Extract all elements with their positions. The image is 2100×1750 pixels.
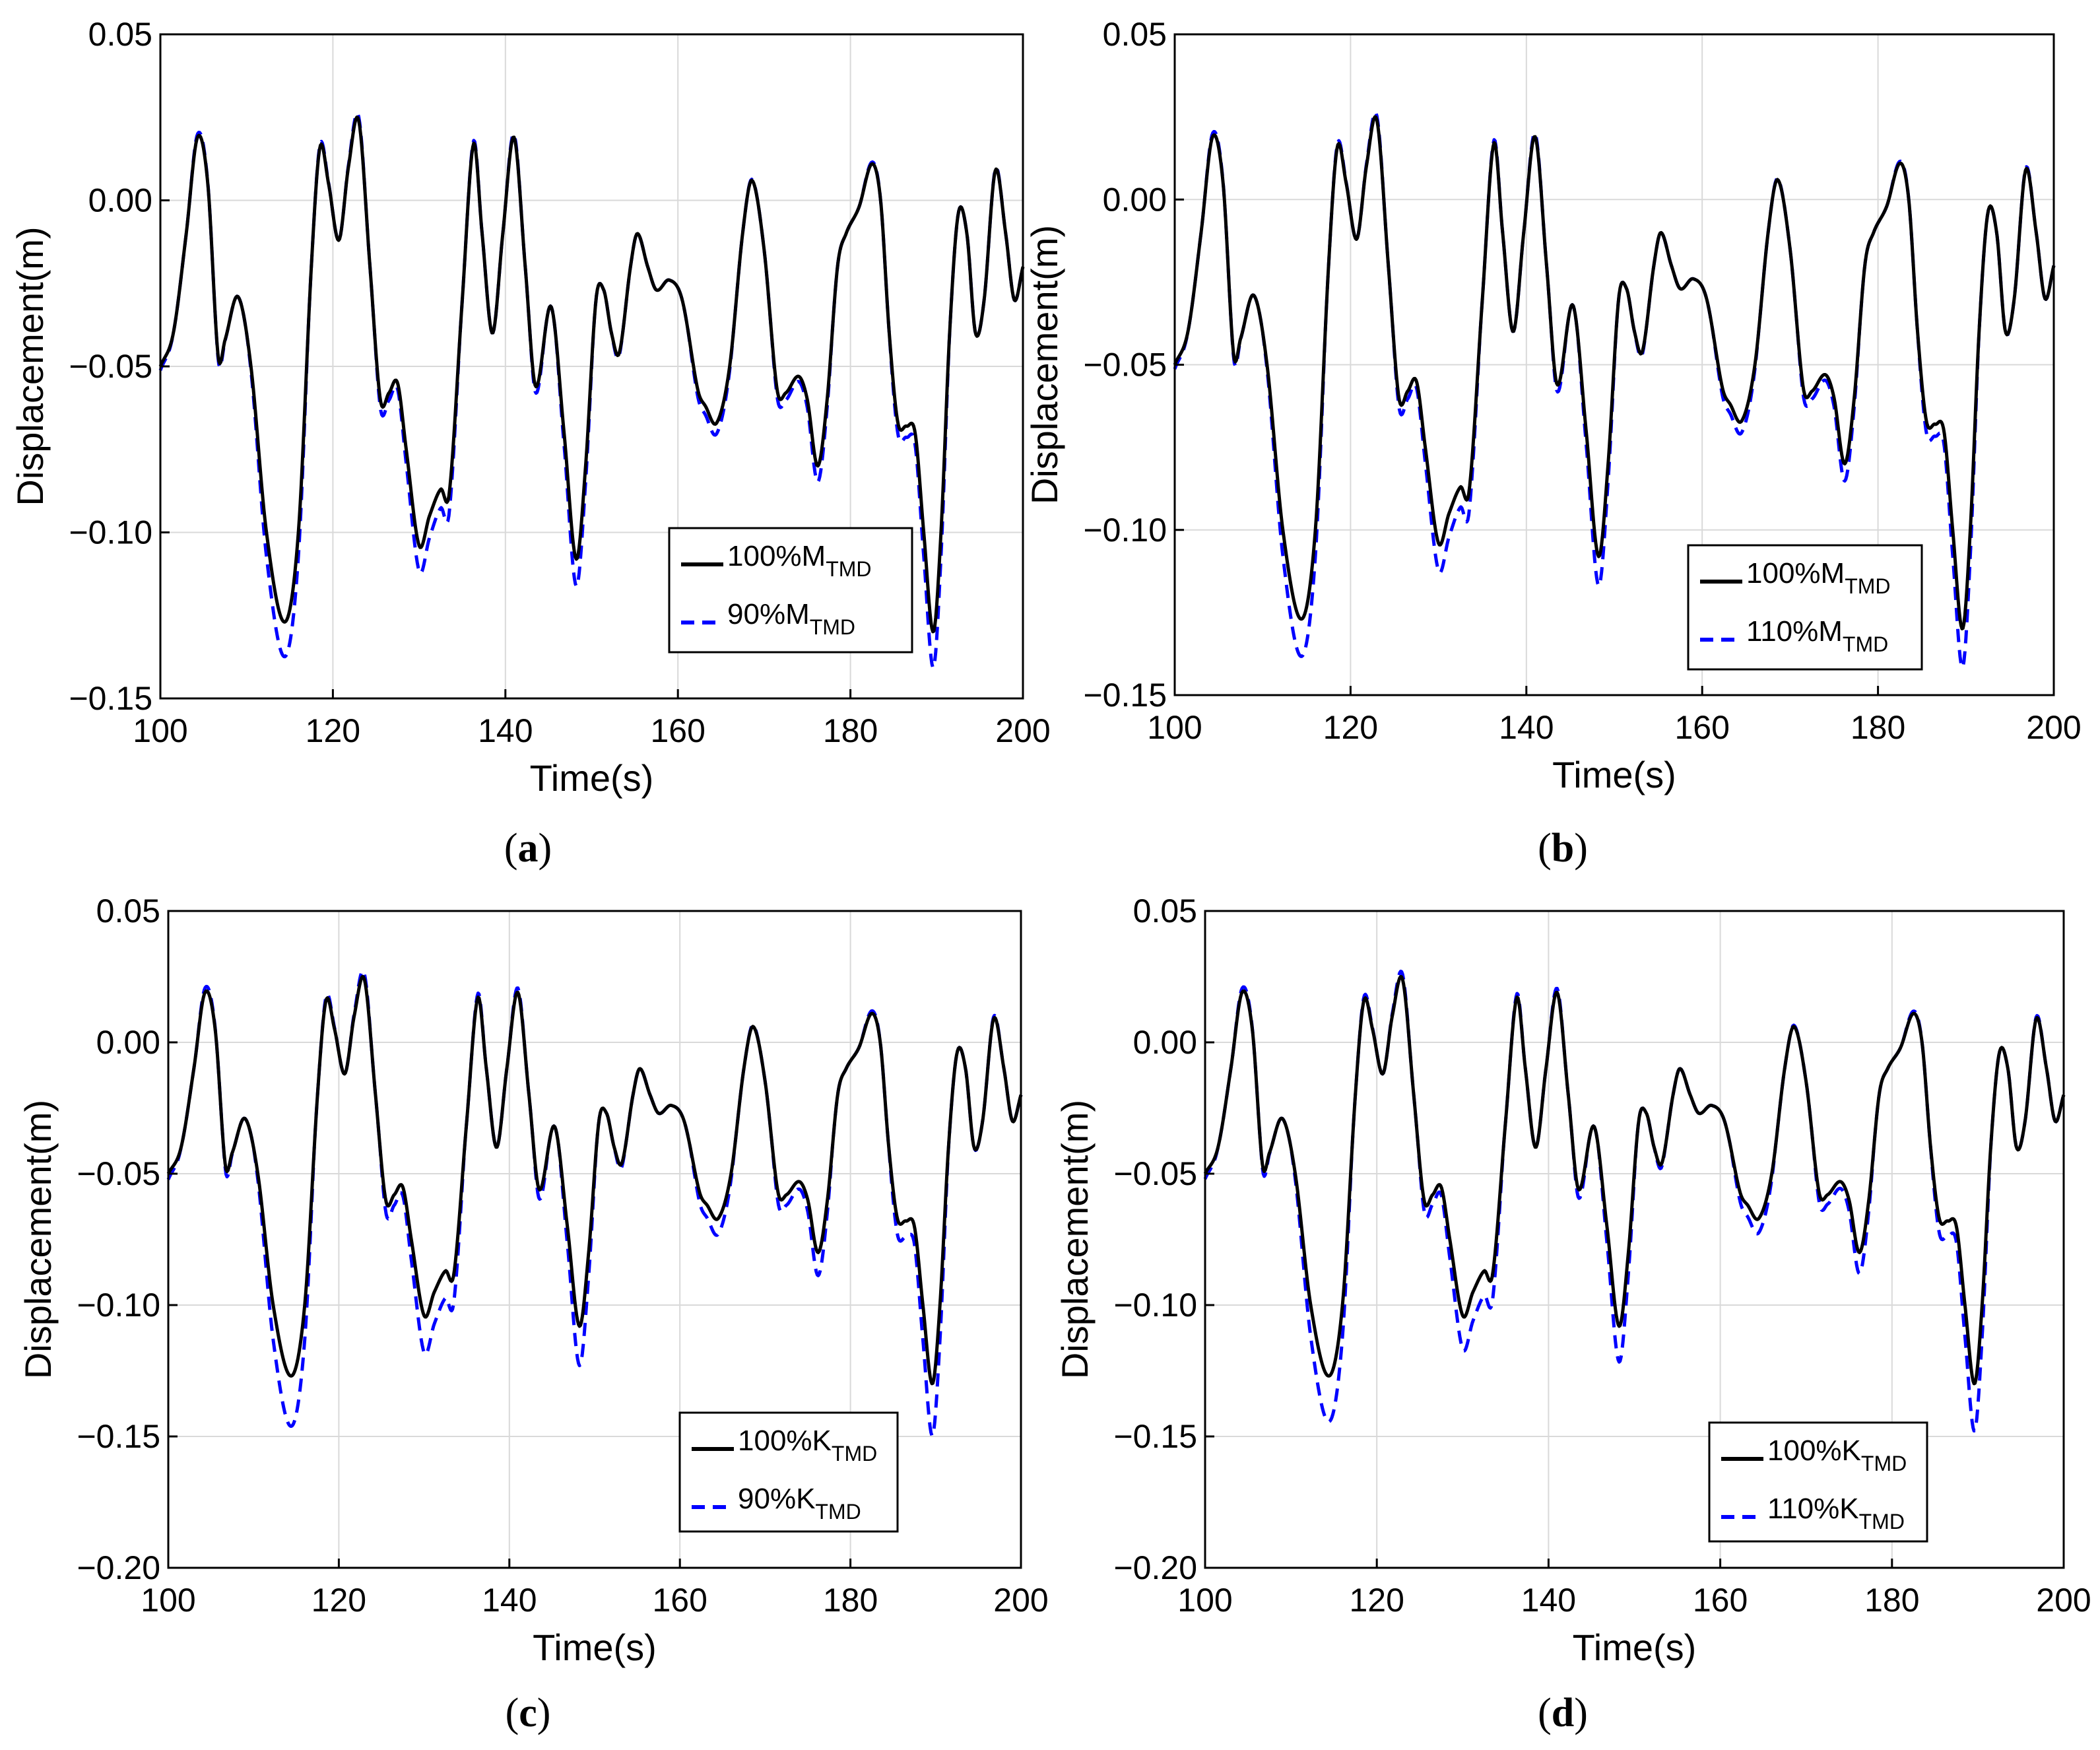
x-tick-label: 180 [1851, 709, 1905, 746]
panel-caption: (a) [504, 826, 552, 871]
x-tick-label: 160 [652, 1582, 707, 1619]
axes-frame [167, 910, 1022, 1569]
legend-label: 90%MTMD [727, 598, 855, 639]
x-tick-label: 140 [1521, 1582, 1576, 1619]
panel-caption: (c) [506, 1691, 551, 1735]
x-tick-label: 120 [306, 712, 360, 749]
y-tick-label: −0.10 [69, 514, 152, 551]
chart-panel-b: 100 120 140 160 180 200 −0.15 −0.10 −0.05 0.00 0.0… [1024, 16, 2082, 871]
y-tick-label: 0.05 [1103, 16, 1167, 53]
x-tick-label: 180 [823, 712, 878, 749]
series-line-100pctk [166, 974, 1023, 1386]
legend: 100%KTMD 90%KTMD [678, 1411, 899, 1533]
y-tick-label: −0.20 [1113, 1549, 1197, 1586]
y-axis-label: Displacement(m) [17, 1100, 59, 1379]
y-tick-label: 0.00 [1133, 1024, 1197, 1061]
y-tick-label: −0.05 [69, 348, 152, 385]
x-tick-label: 100 [1147, 709, 1202, 746]
legend: 100%MTMD 110%MTMD [1687, 544, 1923, 671]
x-tick-label: 200 [993, 1582, 1048, 1619]
legend-label: 100%MTMD [1746, 557, 1891, 598]
y-tick-label: −0.20 [77, 1549, 160, 1586]
legend-box [668, 527, 913, 654]
x-tick-label: 120 [312, 1582, 366, 1619]
y-tick-label: −0.05 [1083, 347, 1167, 384]
y-tick-label: −0.15 [69, 680, 152, 717]
x-axis-label: Time(s) [1552, 754, 1676, 795]
legend-label: 100%MTMD [727, 540, 872, 581]
y-tick-label: 0.05 [88, 16, 152, 53]
y-tick-label: −0.10 [1083, 512, 1167, 549]
x-tick-label: 160 [650, 712, 705, 749]
x-axis-label: Time(s) [530, 757, 654, 799]
chart-panel-d: 100 120 140 160 180 200 −0.20 −0.15 −0.10 −0.05 0.… [1054, 892, 2091, 1735]
legend-box [1708, 1421, 1928, 1543]
y-tick-label: −0.05 [77, 1155, 160, 1192]
x-tick-label: 100 [1177, 1582, 1232, 1619]
y-tick-label: 0.00 [96, 1024, 160, 1061]
y-tick-label: −0.15 [1113, 1418, 1197, 1455]
x-tick-label: 200 [995, 712, 1050, 749]
y-tick-label: −0.05 [1113, 1155, 1197, 1192]
x-tick-label: 180 [823, 1582, 878, 1619]
y-tick-label: −0.10 [77, 1287, 160, 1324]
y-tick-label: −0.15 [77, 1418, 160, 1455]
x-axis-label: Time(s) [1573, 1627, 1697, 1668]
x-tick-label: 100 [141, 1582, 195, 1619]
legend-label: 90%KTMD [738, 1483, 861, 1524]
y-tick-label: −0.10 [1113, 1287, 1197, 1324]
series-line-100pctm [1173, 115, 2056, 630]
legend-label: 110%KTMD [1767, 1493, 1905, 1533]
series-line-100pctk [1203, 974, 2066, 1386]
y-axis-label: Displacement(m) [1054, 1100, 1096, 1379]
y-tick-label: 0.00 [88, 182, 152, 219]
x-tick-label: 140 [478, 712, 533, 749]
y-tick-label: −0.15 [1083, 677, 1167, 714]
legend-label: 100%KTMD [738, 1425, 877, 1465]
legend-box [1687, 544, 1923, 671]
x-tick-label: 140 [1499, 709, 1554, 746]
y-axis-label: Displacement(m) [1024, 225, 1065, 504]
y-axis-label: Displacement(m) [9, 226, 51, 506]
x-tick-label: 160 [1674, 709, 1729, 746]
panel-caption: (d) [1538, 1691, 1588, 1735]
y-tick-label: 0.05 [1133, 892, 1197, 929]
x-tick-label: 200 [2036, 1582, 2091, 1619]
axes-frame [1204, 910, 2065, 1569]
legend: 100%MTMD 90%MTMD [668, 527, 913, 654]
legend-label: 100%KTMD [1767, 1434, 1907, 1475]
x-tick-label: 120 [1323, 709, 1378, 746]
series-line-100pctm [158, 116, 1025, 634]
legend-box [678, 1411, 899, 1533]
x-tick-label: 140 [482, 1582, 537, 1619]
x-axis-label: Time(s) [533, 1627, 657, 1668]
chart-panel-a: 100 120 140 160 180 200 −0.15 −0.10 −0.05 0.00 0.0… [9, 16, 1051, 871]
y-tick-label: 0.05 [96, 892, 160, 929]
x-tick-label: 120 [1349, 1582, 1404, 1619]
y-tick-label: 0.00 [1103, 181, 1167, 218]
chart-panel-c: 100 120 140 160 180 200 −0.20 −0.15 −0.10 −0.05 0.… [17, 892, 1049, 1735]
x-tick-label: 100 [133, 712, 187, 749]
x-tick-label: 200 [2026, 709, 2081, 746]
x-tick-label: 180 [1864, 1582, 1919, 1619]
legend-label: 110%MTMD [1746, 615, 1888, 656]
panel-caption: (b) [1538, 826, 1588, 871]
legend: 100%KTMD 110%KTMD [1708, 1421, 1928, 1543]
x-tick-label: 160 [1693, 1582, 1748, 1619]
